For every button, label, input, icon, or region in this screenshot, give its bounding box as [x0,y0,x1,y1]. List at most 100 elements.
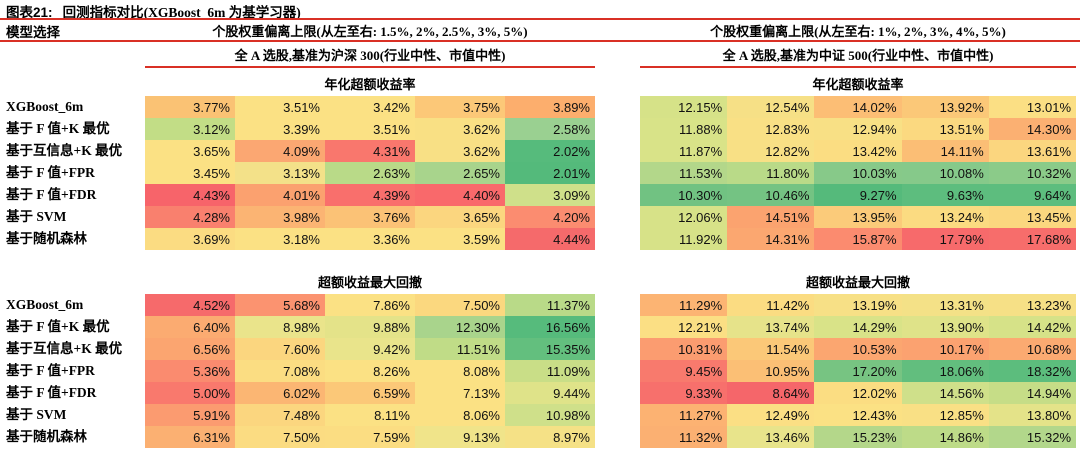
heatmap-cell: 8.06% [415,404,505,426]
heatmap-cell: 14.94% [988,382,1076,404]
table-row: 4.43% 4.01% 4.39% 4.40% 3.09% [145,184,595,206]
heatmap-cell: 17.79% [901,228,989,250]
figure-label: 图表21: [6,5,53,20]
heatmap-cell: 12.49% [727,404,815,426]
heatmap-cell: 3.76% [325,206,415,228]
heatmap-cell: 11.92% [640,228,728,250]
header-left-weight-limit: 个股权重偏离上限(从左至右: 1.5%, 2%, 2.5%, 3%, 5%) [212,24,528,39]
heatmap-cell: 2.65% [415,162,505,184]
heatmap-cell: 7.48% [235,404,325,426]
heatmap-cell: 11.42% [727,294,815,316]
table-row: 12.15% 12.54% 14.02% 13.92% 13.01% [640,96,1076,118]
table-row: 3.12% 3.39% 3.51% 3.62% 2.58% [145,118,595,140]
heatmap-block-max-drawdown-csi500: 11.29% 11.42% 13.19% 13.31% 13.23% 12.21% 13.7… [640,294,1076,448]
heatmap-cell: 13.42% [814,140,902,162]
figure-title-text: 回测指标对比(XGBoost_6m 为基学习器) [62,5,301,20]
divider-top [0,18,1080,20]
heatmap-cell: 14.86% [901,426,989,448]
heatmap-cell: 2.63% [325,162,415,184]
heatmap-cell: 7.50% [235,426,325,448]
table-row: 4.52% 5.68% 7.86% 7.50% 11.37% [145,294,595,316]
heatmap-cell: 9.45% [640,360,728,382]
heatmap-cell: 6.02% [235,382,325,404]
heatmap-cell: 11.54% [727,338,815,360]
row-label: 基于互信息+K 最优 [6,341,123,356]
table-row: 11.87% 12.82% 13.42% 14.11% 13.61% [640,140,1076,162]
heatmap-cell: 10.68% [988,338,1076,360]
heatmap-cell: 4.43% [145,184,235,206]
heatmap-cell: 15.35% [505,338,595,360]
heatmap-cell: 14.02% [814,96,902,118]
heatmap-cell: 8.26% [325,360,415,382]
heatmap-cell: 14.56% [901,382,989,404]
heatmap-cell: 9.64% [988,184,1076,206]
row-label: 基于互信息+K 最优 [6,143,123,158]
heatmap-cell: 4.28% [145,206,235,228]
table-row: 10.30% 10.46% 9.27% 9.63% 9.64% [640,184,1076,206]
heatmap-block-annual-excess-csi500: 12.15% 12.54% 14.02% 13.92% 13.01% 11.88% 12.8… [640,96,1076,250]
heatmap-cell: 11.09% [505,360,595,382]
section-caption-left-1: 年化超额收益率 [324,77,416,92]
heatmap-cell: 8.11% [325,404,415,426]
heatmap-cell: 9.13% [415,426,505,448]
divider-mid [0,40,1080,42]
row-label-column-section-1: XGBoost_6m 基于 F 值+K 最优 基于互信息+K 最优 基于 F 值+FP… [6,96,146,250]
heatmap-cell: 7.08% [235,360,325,382]
heatmap-cell: 3.45% [145,162,235,184]
heatmap-cell: 12.94% [814,118,902,140]
heatmap-cell: 10.08% [901,162,989,184]
heatmap-cell: 4.31% [325,140,415,162]
heatmap-cell: 3.89% [505,96,595,118]
heatmap-cell: 13.95% [814,206,902,228]
heatmap-cell: 2.02% [505,140,595,162]
heatmap-cell: 15.23% [814,426,902,448]
heatmap-cell: 17.68% [988,228,1076,250]
table-row: 9.45% 10.95% 17.20% 18.06% 18.32% [640,360,1076,382]
heatmap-cell: 11.53% [640,162,728,184]
heatmap-cell: 4.40% [415,184,505,206]
heatmap-cell: 8.08% [415,360,505,382]
section-caption-left-2: 超额收益最大回撤 [317,275,422,290]
heatmap-cell: 15.32% [988,426,1076,448]
heatmap-cell: 8.98% [235,316,325,338]
heatmap-cell: 3.09% [505,184,595,206]
heatmap-cell: 4.44% [505,228,595,250]
heatmap-cell: 13.80% [988,404,1076,426]
heatmap-cell: 3.65% [145,140,235,162]
heatmap-cell: 10.31% [640,338,728,360]
heatmap-cell: 10.30% [640,184,728,206]
heatmap-cell: 9.63% [901,184,989,206]
heatmap-cell: 14.29% [814,316,902,338]
row-label-column-section-2: XGBoost_6m 基于 F 值+K 最优 基于互信息+K 最优 基于 F 值+FP… [6,294,146,448]
table-row: 6.40% 8.98% 9.88% 12.30% 16.56% [145,316,595,338]
heatmap-cell: 4.01% [235,184,325,206]
heatmap-cell: 10.46% [727,184,815,206]
heatmap-cell: 3.13% [235,162,325,184]
divider-sub-right [640,66,1076,68]
heatmap-cell: 6.31% [145,426,235,448]
heatmap-cell: 11.88% [640,118,728,140]
heatmap-cell: 4.09% [235,140,325,162]
header-right-weight-limit: 个股权重偏离上限(从左至右: 1%, 2%, 3%, 4%, 5%) [710,24,1006,39]
heatmap-cell: 9.42% [325,338,415,360]
heatmap-cell: 10.17% [901,338,989,360]
heatmap-table: 12.15% 12.54% 14.02% 13.92% 13.01% 11.88% 12.8… [640,96,1076,250]
heatmap-cell: 3.98% [235,206,325,228]
heatmap-cell: 18.06% [901,360,989,382]
heatmap-cell: 15.87% [814,228,902,250]
row-label: 基于随机森林 [6,231,87,246]
header-model-select: 模型选择 [6,25,60,40]
heatmap-cell: 13.19% [814,294,902,316]
heatmap-cell: 3.59% [415,228,505,250]
heatmap-cell: 9.44% [505,382,595,404]
row-label: 基于 F 值+K 最优 [6,319,110,334]
table-row: 5.36% 7.08% 8.26% 8.08% 11.09% [145,360,595,382]
heatmap-cell: 3.39% [235,118,325,140]
heatmap-block-max-drawdown-hs300: 4.52% 5.68% 7.86% 7.50% 11.37% 6.40% 8.98% 9.88… [145,294,595,448]
heatmap-cell: 9.33% [640,382,728,404]
heatmap-cell: 3.62% [415,118,505,140]
heatmap-cell: 14.11% [901,140,989,162]
heatmap-cell: 16.56% [505,316,595,338]
heatmap-cell: 3.65% [415,206,505,228]
section-caption-right-2: 超额收益最大回撤 [805,275,910,290]
